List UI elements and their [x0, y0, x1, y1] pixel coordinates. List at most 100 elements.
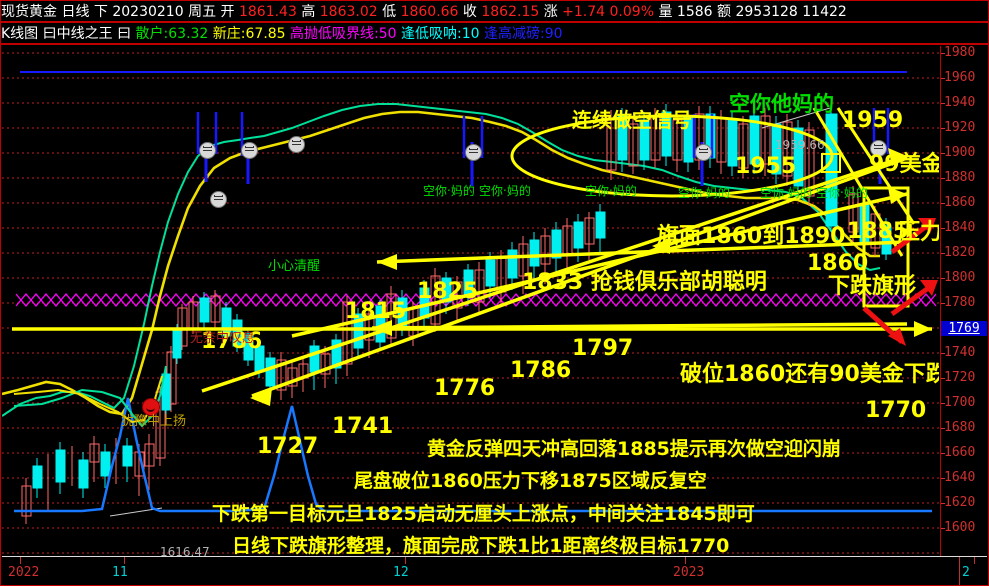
- signal-smiley-icon: [288, 136, 305, 153]
- price-tick-mark: [941, 428, 945, 429]
- distribution-ellipse: [510, 114, 834, 198]
- price-tick-label: 1680: [944, 420, 976, 435]
- header-field: 散户:63.32: [131, 26, 209, 42]
- price-tick-mark: [941, 403, 945, 404]
- header-field: 0.09%: [605, 4, 655, 20]
- chart-frame: [0, 44, 989, 586]
- annotation-kong-4: 空你‧妈的: [678, 186, 730, 200]
- date-tick-label: 11: [112, 565, 128, 580]
- signal-smiley-icon: [695, 144, 712, 161]
- header-field: 新庄:67.85: [208, 26, 286, 42]
- annotation-pressure: 压力: [898, 220, 939, 245]
- annotation-1833-club: 1833 抢钱俱乐部胡聪明: [522, 270, 767, 295]
- price-tick-mark: [941, 153, 945, 154]
- price-tick-mark: [941, 503, 945, 504]
- annotation-1776: 1776: [434, 376, 496, 401]
- price-tick-mark: [941, 303, 945, 304]
- price-tick-label: 1960: [944, 70, 976, 85]
- header-field: K线图: [1, 26, 39, 42]
- annotation-careful: 小心清醒: [268, 259, 321, 274]
- header-field: 1861.43: [234, 4, 297, 20]
- chart-plot-area[interactable]: 连续做空信号 空你他妈的 1959 1955 1959.66 99美金 下跌 压…: [2, 46, 939, 556]
- commentary-line-4: 日线下跌旗形整理，旗面完成下跌1比1距离终极目标1770: [232, 535, 730, 556]
- header-field: 1862.15: [476, 4, 540, 20]
- header-field: +1.74: [557, 4, 606, 20]
- price-tick-label: 1780: [944, 295, 976, 310]
- price-tick-mark: [941, 453, 945, 454]
- signal-smiley-icon: [870, 140, 887, 157]
- commentary-line-3: 下跌第一目标元旦1825启动无厘头上涨点，中间关注1845即可: [212, 503, 755, 525]
- annotation-1727: 1727: [257, 434, 319, 459]
- date-tick-label: 12: [393, 565, 409, 580]
- annotation-1825: 1825: [417, 279, 479, 304]
- annotation-1786-left: 1786: [201, 329, 263, 354]
- date-tick-label: 2022: [8, 565, 40, 580]
- header-field: 逢低吸呐:10: [396, 26, 480, 42]
- header-field: 逢高减磅:90: [479, 26, 563, 42]
- commentary-line-2: 尾盘破位1860压力下移1875区域反复空: [354, 470, 707, 492]
- commentary-line-1: 黄金反弹四天冲高回落1885提示再次做空迎闪崩: [427, 438, 841, 460]
- price-axis[interactable]: 1980 1960 1940 1920 1900 1880 1860 1840 1820 1800…: [940, 46, 988, 556]
- current-price-tag[interactable]: 1769: [941, 321, 987, 336]
- signal-smiley-icon: [241, 142, 258, 159]
- quote-header-bar: 现货黄金 日线 下 20230210 周五 开 1861.43 高 1863.0…: [0, 0, 989, 22]
- annotation-1616-47: 1616.47: [160, 545, 210, 556]
- ma-line-green: [2, 103, 881, 417]
- price-tick-label: 1860: [944, 195, 976, 210]
- header-field: 低: [377, 4, 397, 20]
- price-tick-label: 1640: [944, 470, 976, 485]
- header-field: 日线: [57, 4, 90, 20]
- annotation-1885: 1885: [847, 219, 909, 244]
- measured-move-box: [862, 186, 910, 308]
- date-tick-mark: [974, 557, 975, 564]
- annotation-kong-3: 空你‧妈的: [585, 184, 637, 198]
- price-tick-label: 1660: [944, 445, 976, 460]
- price-tick-mark: [941, 228, 945, 229]
- price-tick-label: 1940: [944, 95, 976, 110]
- date-tick-mark: [124, 557, 125, 564]
- price-tick-mark: [941, 478, 945, 479]
- header-field: 曰中线之王: [38, 26, 113, 42]
- header-field: 高抛低吸界线:50: [285, 26, 397, 42]
- price-tick-label: 1840: [944, 220, 976, 235]
- annotation-1955: 1955: [735, 154, 797, 179]
- price-tick-mark: [941, 53, 945, 54]
- annotation-kong-big: 空你他妈的: [729, 92, 834, 116]
- date-axis-separator: [959, 557, 960, 585]
- annotation-1959-66: 1959.66: [775, 138, 825, 152]
- header-field: 曰: [112, 26, 132, 42]
- annotation-helpless: 无奈中叹息: [190, 331, 256, 346]
- header-field: 下: [89, 4, 108, 20]
- header-field: 量: [654, 4, 673, 20]
- annotation-1741: 1741: [332, 414, 394, 439]
- price-tick-mark: [941, 378, 945, 379]
- date-tick-mark: [20, 557, 21, 564]
- price-tick-mark: [941, 78, 945, 79]
- date-axis: 2022 11 12 2023 2: [2, 556, 987, 585]
- header-field: 1860.66: [396, 4, 459, 20]
- annotation-continuous-short: 连续做空信号: [572, 108, 692, 132]
- price-tick-label: 1900: [944, 145, 976, 160]
- header-field: 涨: [539, 4, 558, 20]
- annotation-break-1860: 破位1860还有90美金下跌: [680, 362, 939, 387]
- annotation-flag-range: 旗面1860到1890: [657, 224, 846, 249]
- price-tick-mark: [941, 353, 945, 354]
- small-box-marker: [821, 153, 841, 173]
- header-field: 1863.02: [315, 4, 378, 20]
- header-field: 额: [712, 4, 732, 20]
- signal-smiley-icon: [210, 191, 227, 208]
- header-field: 收: [458, 4, 477, 20]
- pressure-lines: [812, 107, 916, 257]
- annotation-1797: 1797: [572, 336, 634, 361]
- price-tick-label: 1620: [944, 495, 976, 510]
- annotation-1786-right: 1786: [510, 358, 572, 383]
- indicator-header-bar: K线图 曰中线之王 曰 散户:63.32 新庄:67.85 高抛低吸界线:50 …: [0, 22, 989, 44]
- warning-dot-icon: [142, 398, 160, 416]
- price-tick-mark: [941, 128, 945, 129]
- header-field: 周五: [183, 4, 217, 20]
- indicator-subpanel: [14, 397, 932, 513]
- price-tick-label: 1980: [944, 46, 976, 60]
- price-tick-mark: [941, 178, 945, 179]
- annotation-kong-6: 空你‧妈的: [816, 186, 868, 200]
